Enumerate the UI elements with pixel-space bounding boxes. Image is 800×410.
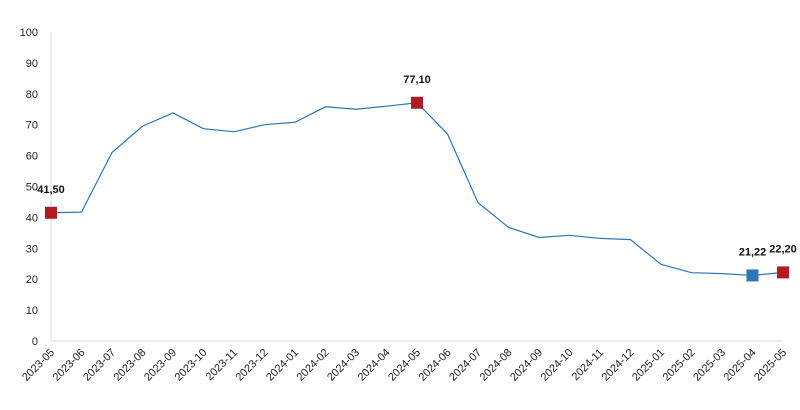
data-labels: 41,50 77,10 21,22 22,20 [37, 74, 797, 259]
x-tick-label: 2025-05 [752, 347, 789, 384]
x-tick-label: 2024-07 [447, 347, 484, 384]
series-line [50, 102, 784, 277]
x-tick-label: 2025-01 [630, 347, 667, 384]
highlight-marker [746, 269, 759, 282]
x-tick-label: 2023-07 [81, 347, 118, 384]
x-tick-label: 2024-04 [356, 347, 393, 384]
x-tick-label: 2023-08 [112, 347, 149, 384]
x-tick-label: 2024-01 [264, 347, 301, 384]
y-tick-label: 0 [32, 336, 38, 348]
y-tick-label: 50 [26, 182, 38, 194]
y-tick-label: 70 [26, 120, 38, 132]
data-label: 21,22 [739, 246, 767, 258]
x-tick-label: 2024-12 [600, 347, 637, 384]
highlight-marker [411, 96, 423, 109]
highlight-marker [777, 266, 789, 279]
x-tick-label: 2024-02 [295, 347, 332, 384]
y-tick-label: 90 [26, 58, 38, 70]
y-tick-label: 30 [26, 243, 38, 255]
x-tick-label: 2024-10 [539, 347, 576, 384]
x-tick-label: 2023-09 [142, 347, 179, 384]
x-tick-label: 2024-08 [478, 347, 515, 384]
x-tick-label: 2023-05 [20, 347, 57, 384]
highlight-marker [45, 206, 57, 219]
x-tick-label: 2023-06 [51, 347, 88, 384]
x-tick-label: 2025-04 [722, 347, 759, 384]
x-tick-labels: 2023-052023-062023-072023-082023-092023-… [20, 347, 789, 384]
x-tick-label: 2024-09 [508, 347, 545, 384]
x-tick-label: 2025-02 [661, 347, 698, 384]
y-tick-label: 20 [26, 274, 38, 286]
x-tick-label: 2024-06 [417, 347, 454, 384]
data-label: 41,50 [37, 184, 65, 196]
y-tick-label: 60 [26, 151, 38, 163]
x-tick-label: 2024-05 [386, 347, 423, 384]
y-tick-label: 40 [26, 212, 38, 224]
x-tick-label: 2023-10 [173, 347, 210, 384]
y-tick-label: 10 [26, 305, 38, 317]
x-tick-label: 2023-12 [234, 347, 271, 384]
y-tick-labels: 0 10 20 30 40 50 60 70 80 90 100 [20, 27, 38, 348]
highlight-markers [45, 96, 789, 282]
x-tick-label: 2024-03 [325, 347, 362, 384]
data-label: 77,10 [403, 74, 431, 86]
x-tick-label: 2025-03 [691, 347, 728, 384]
y-tick-label: 100 [20, 27, 38, 39]
data-label: 22,20 [769, 243, 797, 255]
y-tick-label: 80 [26, 89, 38, 101]
